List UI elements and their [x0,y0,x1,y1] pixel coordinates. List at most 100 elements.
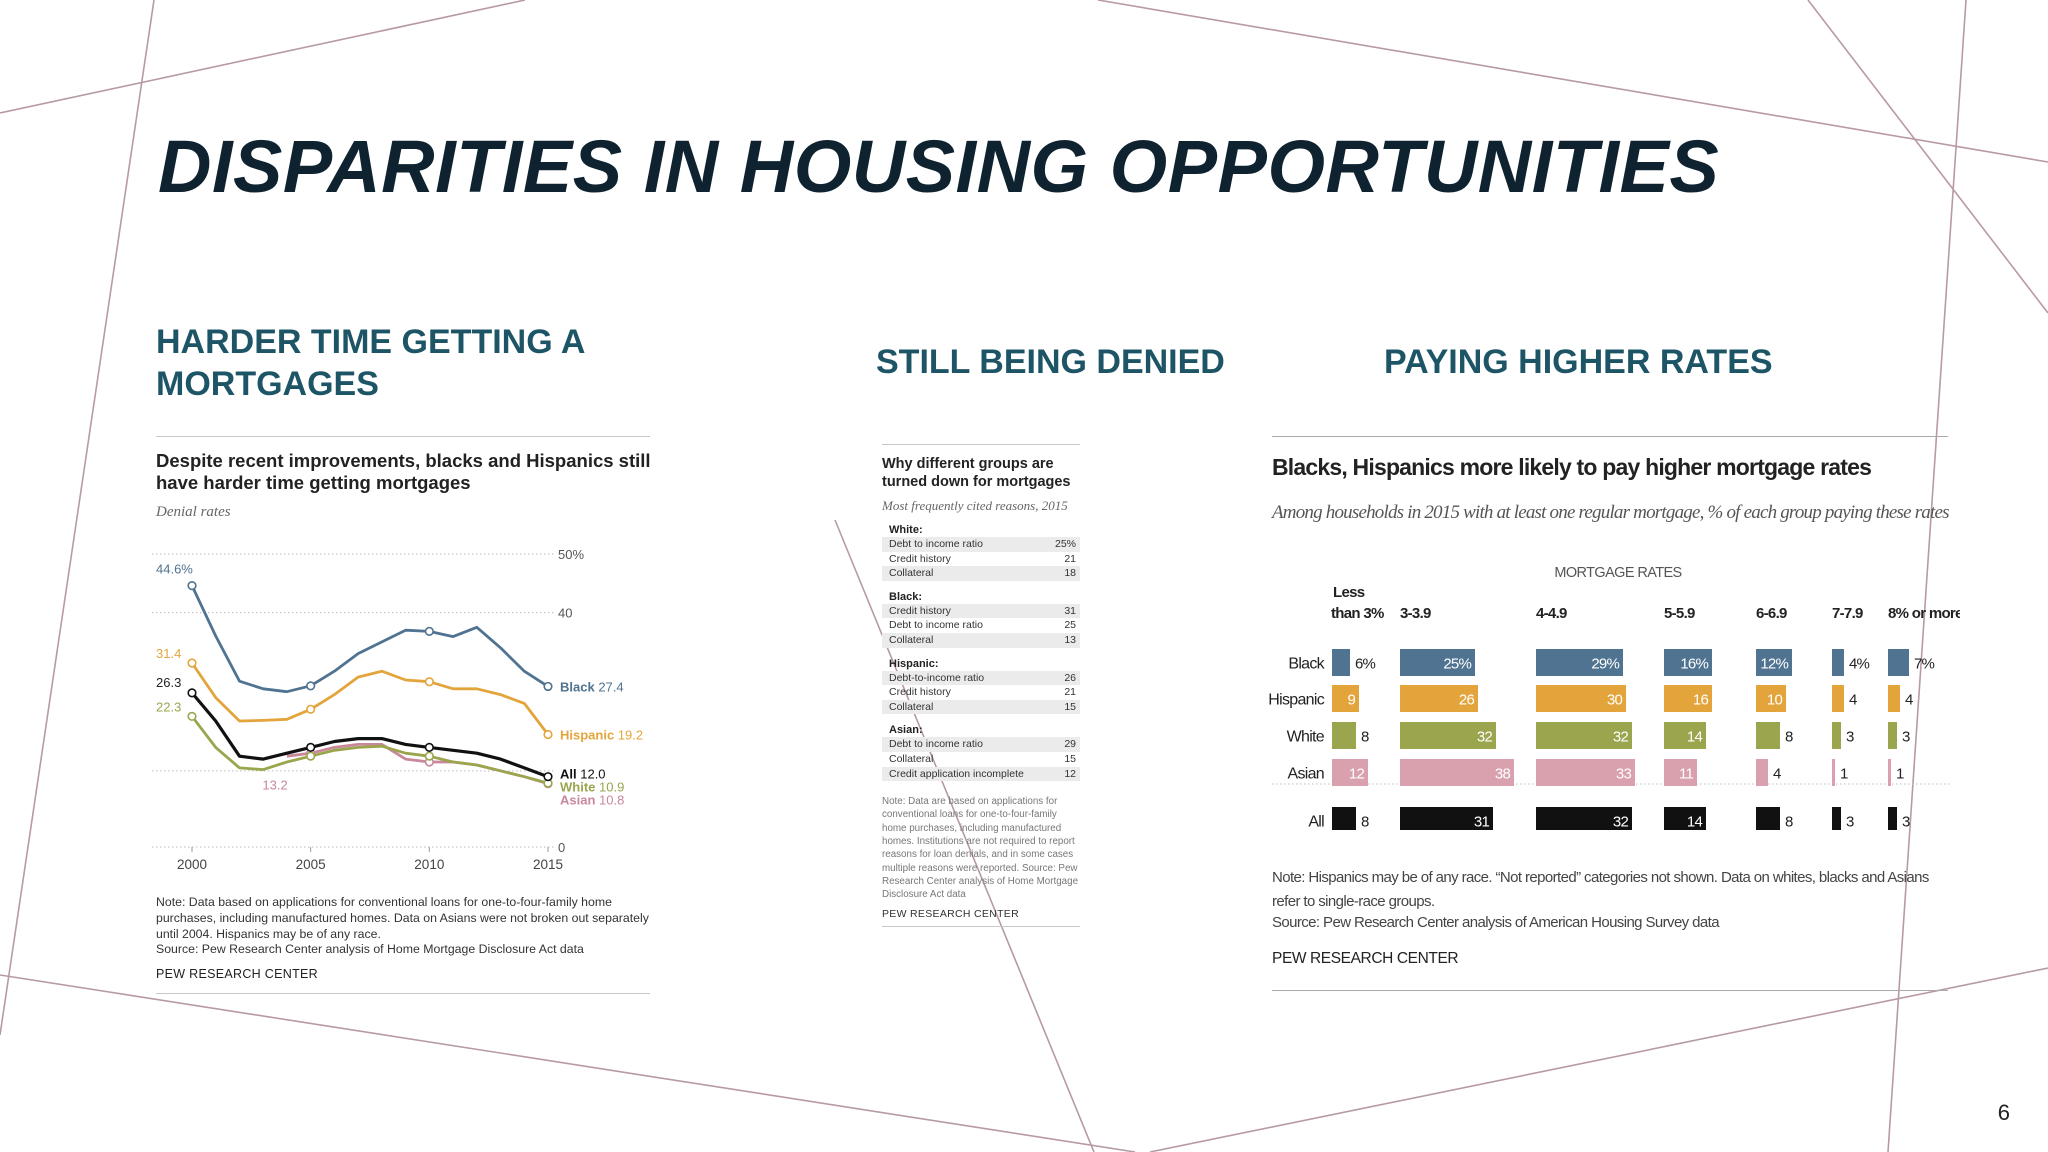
data-point [306,751,316,761]
reason-row: Credit history 21 [882,685,1080,700]
slide-number: 6 [1997,1100,2010,1125]
reason-label: Debt to income ratio [889,619,983,632]
reason-label: Credit application incomplete [889,767,1024,780]
bar [1664,685,1712,712]
y-tick-label: 50% [558,547,584,562]
panel2-note: Note: Data are based on applications for… [882,796,1079,901]
bar-value-label: 8 [1361,814,1369,831]
bar-value-label: 4 [1773,766,1781,783]
series-line-asian [286,742,549,786]
bar-value-label: 14 [1687,729,1703,746]
reason-label: Collateral [889,633,934,646]
bar-value-label: 6% [1355,656,1376,673]
start-value-label: 31.4 [156,646,181,661]
reason-group: Black: Credit history 31 Debt to income rat… [882,591,1080,648]
bar [1332,807,1356,830]
reason-row: Collateral 13 [882,632,1080,648]
bar-value-label: 9 [1347,692,1355,709]
data-point [424,742,434,752]
data-point [187,581,197,591]
reason-group-name: Black: [889,590,923,603]
reason-row: Debt to income ratio 29 [882,737,1080,752]
reason-value: 18 [1064,567,1076,580]
low-value-label: 13.2 [262,778,287,793]
panel3-note: Note: Hispanics may be of any race. “Not… [1272,869,1929,910]
bar-value-label: 8 [1785,729,1793,746]
bar-value-label: 3 [1902,729,1910,746]
y-tick-label: 40 [558,606,572,621]
reason-group: White: Debt to income ratio 25% Credit hist… [882,524,1080,581]
bar-value-label: 16% [1680,656,1708,673]
data-point [187,658,197,668]
bar [1756,685,1786,712]
column-header: 6-6.9 [1756,605,1787,622]
column-header: 8% or more [1888,605,1960,622]
group-label: MORTGAGE RATES [1554,565,1681,581]
bar-value-label: 25% [1443,656,1471,673]
bar [1756,649,1792,676]
reason-label: Credit history [889,686,951,699]
series-end-label: Asian 10.8 [560,793,624,808]
column-header: 4-4.9 [1536,605,1567,622]
bar [1400,807,1493,830]
row-label: All [1308,814,1324,831]
bar-value-label: 3 [1846,814,1854,831]
y-tick-label: 0 [558,840,565,855]
series-line-white [190,715,549,785]
bar-value-label: 4 [1849,692,1857,709]
bar [1888,722,1897,749]
bar [1664,722,1706,749]
bar [1832,722,1841,749]
bar [1536,722,1632,749]
panel3-bottom-rule [1272,990,1948,991]
panel2-top-rule [882,444,1080,445]
series-end-label: Hispanic 19.2 [560,727,643,742]
bar [1756,807,1780,830]
data-point [543,681,553,692]
row-label: Hispanic [1268,692,1324,709]
bar [1400,759,1514,786]
panel1-source: Source: Pew Research Center analysis of … [156,942,584,956]
bar-value-label: 16 [1693,692,1709,709]
panel3-chart-subtitle: Among households in 2015 with at least o… [1272,502,1950,523]
bar-value-label: 12 [1349,766,1365,783]
reason-value: 13 [1064,633,1076,646]
bar [1888,759,1891,786]
bar-value-label: 1 [1840,766,1848,783]
reason-value: 21 [1064,686,1076,699]
reason-group-name: Asian: [889,724,923,737]
reason-row: Collateral 15 [882,752,1080,767]
x-tick-label: 2010 [414,857,444,870]
bar-value-label: 26 [1459,692,1475,709]
bar [1536,685,1626,712]
panel3-top-rule [1272,436,1948,437]
bar-value-label: 4 [1905,692,1913,709]
series-line-black [190,585,549,694]
reason-row: Credit application incomplete 12 [882,766,1080,782]
reason-row: Debt-to-income ratio 26 [882,670,1080,686]
bar [1332,759,1368,786]
x-tick-label: 2015 [533,857,563,870]
bar-value-label: 31 [1474,814,1490,831]
reason-label: Collateral [889,700,934,713]
data-point [424,626,434,636]
bar-value-label: 29% [1591,656,1619,673]
reason-value: 12 [1064,767,1076,780]
bar [1332,685,1359,712]
reason-group-name: Hispanic: [889,657,939,670]
reason-label: Collateral [889,752,934,765]
panel1-chart-subtitle: Denial rates [156,504,231,520]
bar-value-label: 3 [1846,729,1854,746]
column-header: 7-7.9 [1832,605,1863,622]
panel2-subtitle: Most frequently cited reasons, 2015 [882,498,1068,513]
data-point [424,751,434,761]
row-label: Black [1288,656,1325,673]
panel1-chart-title: Despite recent improvements, blacks and … [156,450,651,493]
bar [1756,722,1780,749]
start-value-label: 26.3 [156,675,181,690]
bar-value-label: 32 [1613,729,1629,746]
start-value-label: 44.6% [156,562,193,577]
bar [1536,649,1623,676]
data-point [543,772,553,782]
